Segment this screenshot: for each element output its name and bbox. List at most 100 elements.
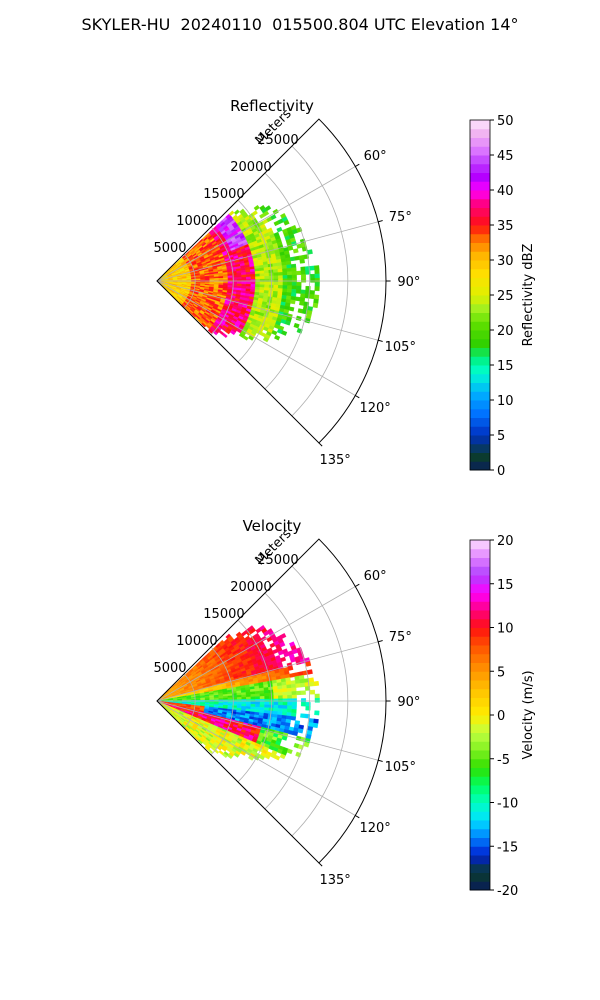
reflectivity-cell (273, 269, 279, 274)
velocity-cell (246, 701, 252, 705)
reflectivity-cell (282, 278, 288, 283)
polar-grid (156, 145, 386, 444)
velocity-cell (273, 692, 279, 697)
colorbar-tick-label: 50 (497, 114, 514, 129)
reflectivity-cell (262, 336, 269, 343)
velocity-cell (291, 691, 297, 696)
azimuth-line (156, 641, 379, 702)
reflectivity-cell (250, 273, 256, 278)
azimuth-line (156, 280, 356, 396)
colorbar-tick-label: 0 (497, 464, 505, 479)
reflectivity-cell (296, 282, 302, 287)
colorbar-segment (470, 820, 490, 830)
reflectivity-cell (300, 274, 307, 279)
velocity-cell (287, 698, 293, 703)
reflectivity-cell (250, 279, 256, 283)
velocity-cell (246, 699, 252, 703)
velocity-cell (223, 697, 229, 701)
velocity-cell (297, 728, 304, 734)
colorbar-segment (470, 828, 490, 838)
reflectivity-cell (229, 330, 236, 336)
reflectivity-cell (282, 268, 288, 273)
colorbar-segment (470, 242, 490, 252)
velocity-cell (250, 701, 256, 705)
angle-tick (355, 815, 360, 819)
velocity-cell (264, 704, 270, 709)
colorbar-tick-label: 5 (497, 665, 505, 680)
reflectivity-cell (300, 270, 306, 275)
angle-tick-label: 105° (385, 760, 416, 775)
radial-tick-label: 20000 (230, 580, 271, 595)
radial-tick-label: 15000 (203, 607, 244, 622)
velocity-cell (314, 710, 320, 716)
velocity-cell (250, 693, 256, 698)
angle-tick (378, 759, 383, 762)
colorbar-segment (470, 653, 490, 663)
angle-tick-label: 60° (364, 149, 387, 164)
velocity-cell (273, 701, 279, 706)
reflectivity-cell (286, 264, 292, 269)
velocity-cell (308, 677, 315, 683)
velocity-cell (263, 690, 270, 694)
velocity-cell (289, 672, 295, 678)
reflectivity-cell (224, 329, 231, 335)
colorbar-segment (470, 540, 490, 550)
reflectivity-cell (288, 306, 295, 312)
colorbar-segment (470, 566, 490, 576)
velocity-cell (259, 701, 265, 705)
colorbar-segment (470, 417, 490, 427)
colorbar-segment (470, 811, 490, 821)
colorbar-segment (470, 365, 490, 375)
velocity-cell (312, 722, 319, 729)
velocity-cell (291, 709, 297, 714)
velocity-cell (279, 753, 286, 760)
colorbar-segment (470, 802, 490, 812)
velocity-cell (296, 690, 302, 696)
velocity-cell (207, 748, 214, 754)
reflectivity-cell (287, 281, 293, 286)
colorbar-segment (470, 347, 490, 357)
reflectivity-cell (314, 273, 320, 279)
velocity-title: Velocity (242, 517, 302, 535)
angle-tick-label: 75° (389, 630, 412, 645)
colorbar-segment (470, 461, 490, 471)
velocity-cell (255, 693, 261, 697)
angle-tick (355, 163, 360, 167)
velocity-cell (236, 697, 242, 700)
reflectivity-cell (287, 274, 293, 279)
reflectivity-cell (259, 284, 265, 288)
reflectivity-cell (281, 264, 288, 270)
velocity-cell (227, 697, 233, 700)
colorbar-tick-label: 30 (497, 254, 514, 269)
colorbar-segment (470, 155, 490, 165)
colorbar-segment (470, 303, 490, 313)
reflectivity-cell (296, 285, 302, 291)
colorbar-segment (470, 128, 490, 138)
reflectivity-cell (300, 293, 306, 299)
velocity-cell (264, 698, 270, 703)
velocity-cell (259, 693, 265, 697)
colorbar-segment (470, 198, 490, 208)
colorbar-segment (470, 400, 490, 410)
colorbar-segment (470, 137, 490, 147)
reflectivity-cell (309, 265, 315, 271)
colorbar-segment (470, 697, 490, 707)
colorbar-segment (470, 601, 490, 611)
colorbar-segment (470, 277, 490, 287)
velocity-cell (292, 730, 299, 737)
reflectivity-cell (207, 328, 214, 334)
velocity-cell (305, 661, 312, 667)
reflectivity-cell (314, 277, 320, 283)
reflectivity-cell (251, 210, 258, 216)
reflectivity-cell (301, 278, 307, 283)
reflectivity-cell (310, 278, 316, 283)
radial-tick-label: 25000 (257, 133, 298, 148)
sector-outline (156, 538, 387, 864)
reflectivity-cell (300, 289, 306, 295)
reflectivity-cell (283, 219, 290, 226)
colorbar-segment (470, 312, 490, 322)
colorbar-segment (470, 610, 490, 620)
reflectivity-cell (264, 205, 272, 212)
colorbar-segment (470, 382, 490, 392)
azimuth-line (156, 700, 356, 816)
